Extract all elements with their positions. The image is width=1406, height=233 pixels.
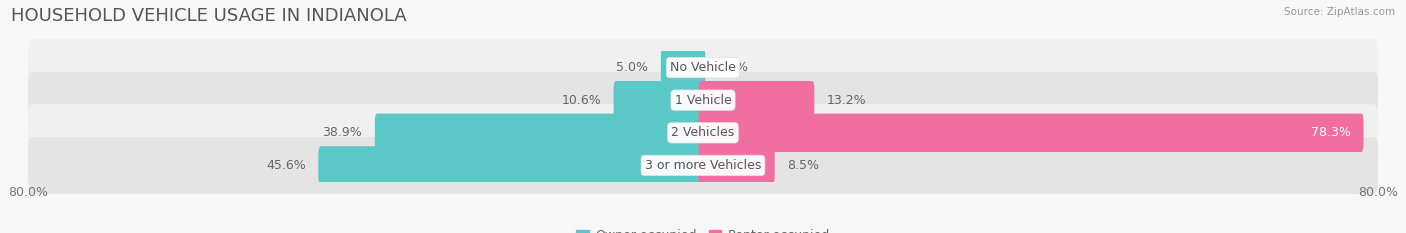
- Text: 0.0%: 0.0%: [716, 61, 748, 74]
- FancyBboxPatch shape: [375, 114, 706, 152]
- Text: HOUSEHOLD VEHICLE USAGE IN INDIANOLA: HOUSEHOLD VEHICLE USAGE IN INDIANOLA: [11, 7, 406, 25]
- FancyBboxPatch shape: [28, 104, 1378, 161]
- Text: 45.6%: 45.6%: [266, 159, 305, 172]
- Text: 2 Vehicles: 2 Vehicles: [672, 126, 734, 139]
- FancyBboxPatch shape: [699, 146, 775, 185]
- Text: 13.2%: 13.2%: [827, 94, 866, 107]
- FancyBboxPatch shape: [318, 146, 706, 185]
- Text: 10.6%: 10.6%: [561, 94, 600, 107]
- FancyBboxPatch shape: [661, 48, 706, 87]
- Text: 1 Vehicle: 1 Vehicle: [675, 94, 731, 107]
- Text: 3 or more Vehicles: 3 or more Vehicles: [645, 159, 761, 172]
- Text: 78.3%: 78.3%: [1310, 126, 1351, 139]
- FancyBboxPatch shape: [28, 39, 1378, 96]
- Text: No Vehicle: No Vehicle: [671, 61, 735, 74]
- Text: 38.9%: 38.9%: [322, 126, 363, 139]
- FancyBboxPatch shape: [699, 81, 814, 119]
- Text: 8.5%: 8.5%: [787, 159, 820, 172]
- Text: 5.0%: 5.0%: [616, 61, 648, 74]
- FancyBboxPatch shape: [613, 81, 706, 119]
- Legend: Owner-occupied, Renter-occupied: Owner-occupied, Renter-occupied: [571, 224, 835, 233]
- Text: Source: ZipAtlas.com: Source: ZipAtlas.com: [1284, 7, 1395, 17]
- FancyBboxPatch shape: [28, 72, 1378, 129]
- FancyBboxPatch shape: [28, 137, 1378, 194]
- FancyBboxPatch shape: [699, 114, 1364, 152]
